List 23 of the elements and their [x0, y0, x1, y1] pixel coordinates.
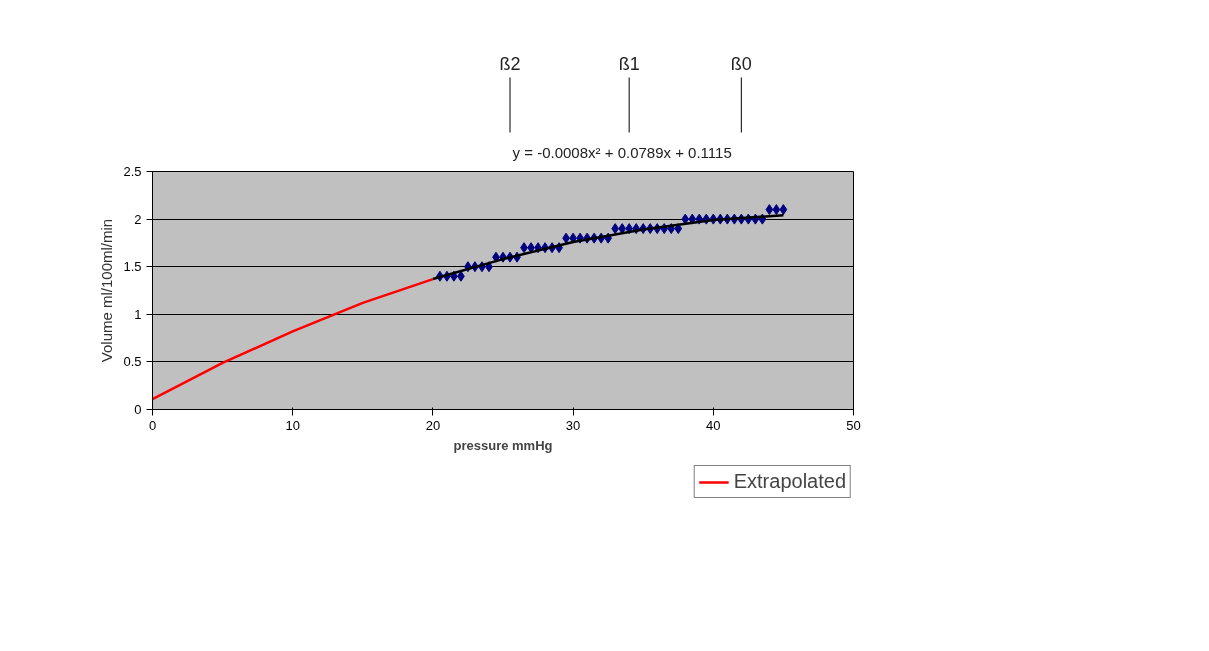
- y-axis-title: Volume ml/100ml/min: [98, 218, 116, 363]
- x-tick-label: 0: [148, 417, 157, 433]
- y-tick-label: 2: [134, 211, 142, 227]
- y-tick-label: 2.5: [123, 164, 142, 179]
- x-tick-label: 50: [846, 417, 861, 433]
- point: [765, 204, 774, 216]
- x-tick-label: 10: [285, 417, 300, 433]
- text: y = -0.0008x² + 0.0789x + 0.1115: [512, 143, 732, 161]
- x-tick-label: 40: [706, 417, 721, 433]
- x-tick-label: 20: [425, 417, 441, 433]
- y-tick-label: 0: [134, 402, 142, 417]
- y-tick-label: 1.5: [123, 259, 142, 275]
- x-tick-label: 30: [565, 417, 581, 433]
- line-series: [152, 277, 435, 401]
- text: ß1: [618, 53, 640, 74]
- x-axis-title: pressure mmHg: [453, 437, 553, 453]
- text: ß0: [730, 53, 752, 74]
- legend-label: Extrapolated: [733, 470, 846, 493]
- y-tick-label: 1: [134, 306, 142, 322]
- point: [772, 204, 781, 216]
- point: [779, 204, 788, 216]
- text: ß2: [499, 53, 521, 74]
- y-tick-label: 0.5: [123, 354, 142, 370]
